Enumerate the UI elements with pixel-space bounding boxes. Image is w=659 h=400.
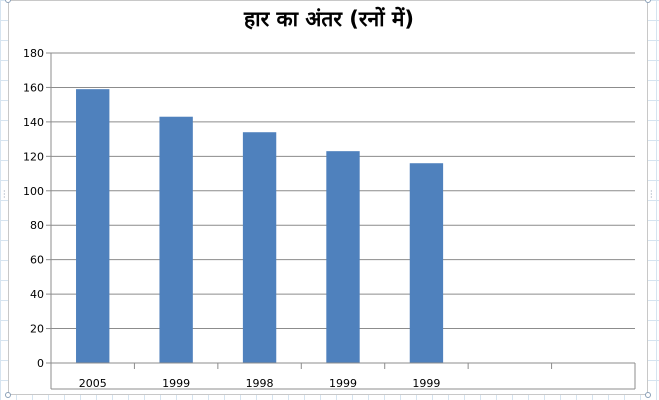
y-tick-label: 100 xyxy=(23,185,44,198)
y-tick-label: 160 xyxy=(23,81,44,94)
y-tick-label: 80 xyxy=(30,219,44,232)
resize-handle-bottom-left[interactable] xyxy=(5,392,11,398)
y-tick-label: 140 xyxy=(23,116,44,129)
y-tick-label: 20 xyxy=(30,323,44,336)
bar xyxy=(242,132,277,363)
bar xyxy=(76,89,110,364)
x-tick-label: 1999 xyxy=(412,377,440,390)
y-tick-label: 60 xyxy=(30,254,44,267)
bar xyxy=(409,163,444,363)
resize-handle-top-left[interactable] xyxy=(5,0,11,3)
x-tick-label: 1999 xyxy=(162,377,190,390)
chart-area[interactable]: हार का अंतर (रनों में) 0 20 40 60 80 100 120 14… xyxy=(8,0,648,395)
x-tick-label: 1999 xyxy=(329,377,357,390)
resize-handle-top-right[interactable] xyxy=(645,0,651,3)
bar xyxy=(326,151,360,363)
y-tick-label: 0 xyxy=(37,357,44,370)
y-tick-label: 40 xyxy=(30,288,44,301)
resize-handle-bottom-right[interactable] xyxy=(645,392,651,398)
chart-title: हार का अंतर (रनों में) xyxy=(243,7,415,31)
resize-handle-left[interactable]: · · · xyxy=(3,187,6,202)
y-tick-label: 120 xyxy=(23,150,44,163)
resize-handle-right[interactable]: · · · xyxy=(650,187,653,202)
bar xyxy=(159,116,193,363)
chart-plot: 0 20 40 60 80 100 120 140 160 180 2005 1999 1998 1999… xyxy=(23,47,636,390)
x-tick-label: 2005 xyxy=(79,377,107,390)
y-tick-label: 180 xyxy=(23,47,44,60)
x-tick-label: 1998 xyxy=(246,377,274,390)
